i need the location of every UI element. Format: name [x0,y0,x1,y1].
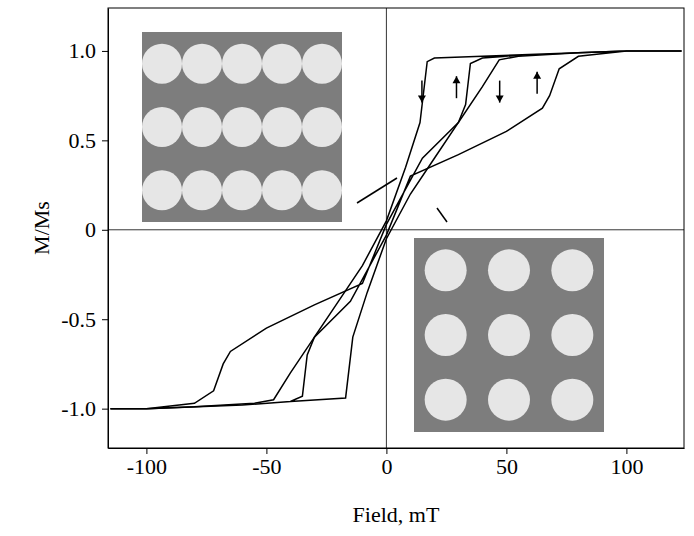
inset-dot [262,170,302,210]
y-tick-label: 0 [85,217,96,242]
inset-dot [302,107,342,147]
arrow-head [533,72,541,79]
arrow [496,81,504,103]
zero-line-x [386,8,387,448]
hysteresis-loop [110,51,681,409]
x-axis-title: Field, mT [353,502,440,527]
plot-frame [108,8,684,448]
y-tick-mark [102,319,108,320]
y-tick: -1.0 [61,396,108,421]
y-tick-label: -1.0 [61,396,96,421]
y-axis-title: M/Ms [29,201,54,255]
inset-dot [222,107,262,147]
inset-dot [262,44,302,84]
y-tick-mark [102,140,108,141]
inset-dot [425,249,467,291]
arrow [533,72,541,94]
inset-dot [182,44,222,84]
data-lines [110,51,681,409]
inset-dot [425,314,467,356]
y-tick-mark [102,51,108,52]
inset-dot [551,379,593,421]
plot: -100 -50 0 50 100 -1.0 -0.5 0 0.5 1.0 [61,8,684,479]
inset-dot [488,249,530,291]
y-tick-label: 0.5 [69,128,97,153]
x-tick: 100 [610,448,643,479]
y-tick-label: -0.5 [61,307,96,332]
x-tick: -50 [252,448,281,479]
x-axis-line [109,448,685,449]
leader-line [437,208,447,222]
inset-dot [488,379,530,421]
x-tick: -100 [127,448,167,479]
x-tick-label: 0 [381,454,392,479]
arrow-head [452,76,460,83]
inset-background [414,238,604,432]
x-tick-label: -100 [127,454,167,479]
y-tick: 1.0 [69,38,109,63]
inset-dot [262,107,302,147]
arrow-head [418,96,426,103]
inset-dot [302,170,342,210]
inset-dot [142,107,182,147]
zero-line-y [108,229,684,230]
chart: -100 -50 0 50 100 -1.0 -0.5 0 0.5 1.0 Field, mT M/M… [0,0,694,536]
inset-dot [551,314,593,356]
y-axis: -1.0 -0.5 0 0.5 1.0 [61,9,108,449]
inset-dot [551,249,593,291]
x-tick-label: -50 [252,454,281,479]
y-tick-mark [102,230,108,231]
hysteresis-loop [110,51,681,409]
leader-line [357,178,397,203]
x-tick: 50 [496,448,518,479]
y-axis-line [108,9,109,449]
arrow-head [496,96,504,103]
y-tick-label: 1.0 [69,38,97,63]
inset-dot [182,170,222,210]
inset-dot [222,44,262,84]
inset-dot [182,107,222,147]
y-tick: -0.5 [61,307,108,332]
inset-background [142,32,342,222]
inset-dot [142,170,182,210]
x-tick-label: 100 [610,454,643,479]
inset-bottom-right [414,238,604,432]
y-tick: 0 [85,217,108,242]
inset-dot [488,314,530,356]
x-axis: -100 -50 0 50 100 [109,448,685,479]
inset-dot [222,170,262,210]
x-tick: 0 [381,448,392,479]
x-tick-label: 50 [496,454,518,479]
inset-dot [142,44,182,84]
inset-top-left [142,32,342,222]
inset-dot [425,379,467,421]
y-tick-mark [102,409,108,410]
inset-dot [302,44,342,84]
y-tick: 0.5 [69,128,109,153]
arrow [418,81,426,103]
arrow [452,76,460,98]
